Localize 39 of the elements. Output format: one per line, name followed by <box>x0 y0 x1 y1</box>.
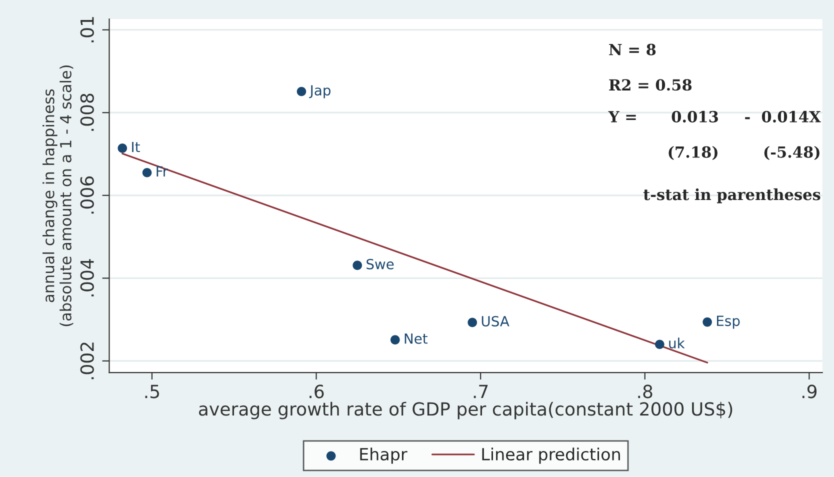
point <box>352 260 362 270</box>
annotation: 0.014X <box>762 110 821 122</box>
annotation: - <box>745 117 750 120</box>
legend-label: Ehapr <box>360 448 408 464</box>
annotation: N = 8 <box>609 44 656 56</box>
point <box>390 335 400 344</box>
y-tick-label: .006 <box>80 176 94 214</box>
annotation: Swe <box>366 258 394 270</box>
x-tick-label: .7 <box>474 384 488 398</box>
legend-label: Linear prediction <box>482 448 620 464</box>
annotation: Net <box>404 334 428 344</box>
annotation: Y = <box>608 111 636 122</box>
annotation: Jap <box>309 85 330 98</box>
point <box>468 318 478 328</box>
y-tick-label: .002 <box>80 342 94 380</box>
point <box>118 144 128 153</box>
annotation: USA <box>482 316 510 326</box>
x-axis-title: average growth rate of GDP per capita(constant 2000 US$) <box>198 402 732 420</box>
annotation: It <box>132 142 140 152</box>
annotation: R2 = 0.58 <box>609 79 692 91</box>
y-axis-title: annual change in happiness (absolute amount on a 1 - 4 scale) <box>42 65 74 326</box>
point <box>296 86 306 96</box>
y-tick-label: .008 <box>80 94 94 131</box>
x-tick-label: .8 <box>638 384 652 398</box>
point <box>142 168 152 178</box>
annotation: Fr <box>156 166 168 176</box>
y-tick-label: .004 <box>80 259 94 296</box>
point <box>702 317 712 327</box>
x-tick-label: .5 <box>145 384 160 398</box>
annotation: Esp <box>717 316 740 329</box>
annotation: uk <box>669 338 685 348</box>
x-tick-label: .6 <box>310 384 324 398</box>
point <box>655 340 664 350</box>
annotation: 0.013 <box>672 110 718 122</box>
annotation: t-stat in parentheses <box>643 188 820 204</box>
x-tick-label: .9 <box>802 384 817 398</box>
annotation: (-5.48) <box>764 146 820 160</box>
y-tick-label: .01 <box>80 17 94 42</box>
annotation: (7.18) <box>668 146 718 160</box>
